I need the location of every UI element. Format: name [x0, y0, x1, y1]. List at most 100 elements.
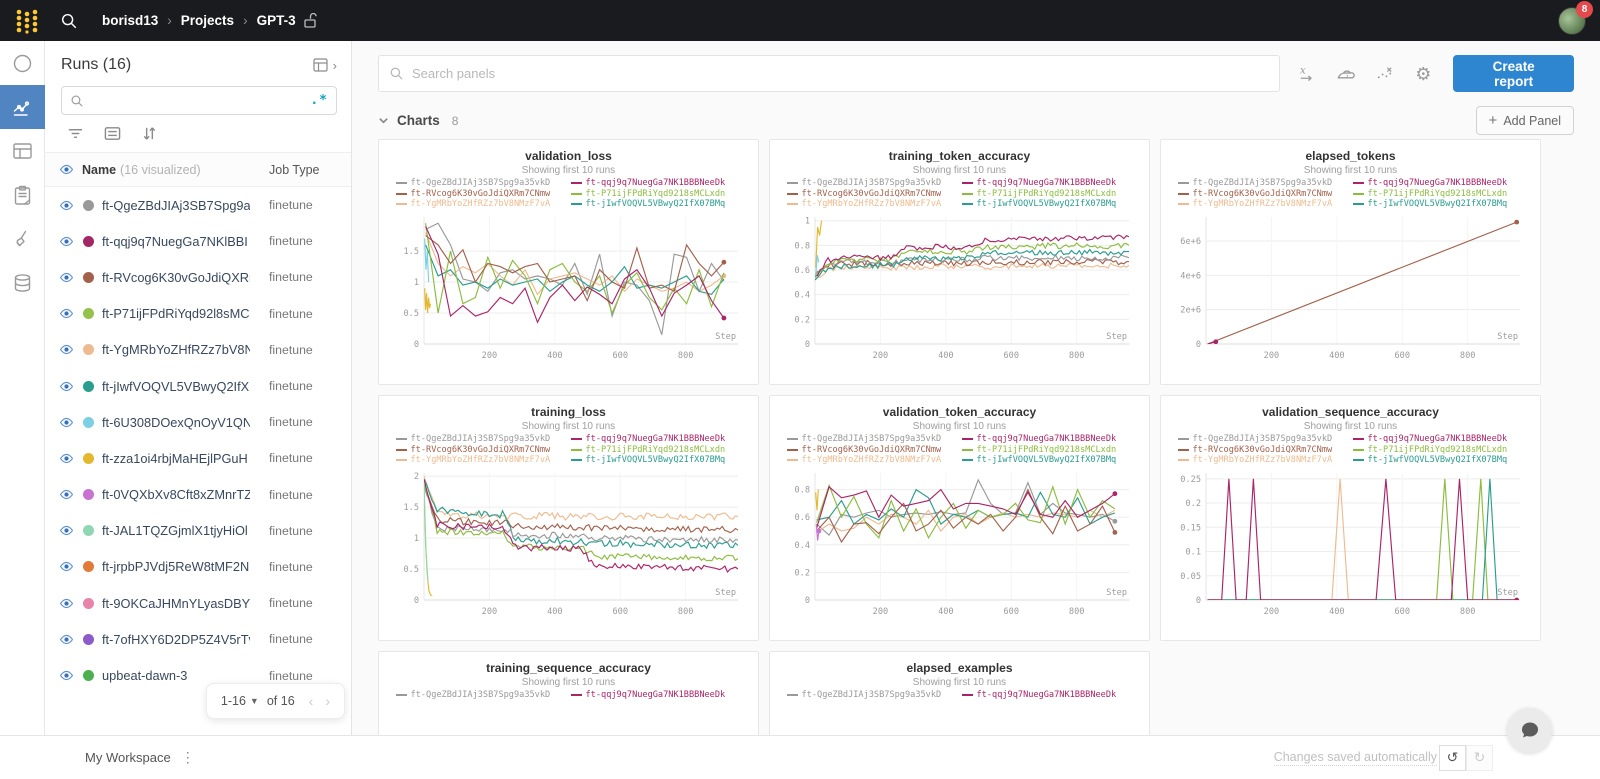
- run-row[interactable]: upbeat-dawn-3 finetune: [45, 657, 351, 693]
- legend-entry[interactable]: ft-QgeZBdJIAj3SB7Spg9a35vkD: [1177, 178, 1349, 189]
- run-row[interactable]: ft-qqj9q7NuegGa7NKlBBI finetune: [45, 223, 351, 259]
- legend-entry[interactable]: ft-jIwfVOQVL5VBwyQ2IfX07BMq: [1352, 455, 1524, 466]
- chart-panel-validation_token_accuracy[interactable]: validation_token_accuracy Showing first 1…: [769, 395, 1150, 641]
- legend-entry[interactable]: ft-qqj9q7NuegGa7NK1BBBNeeDk: [1352, 178, 1524, 189]
- visibility-eye-icon[interactable]: [59, 668, 74, 683]
- visibility-eye-icon[interactable]: [59, 270, 74, 285]
- run-name[interactable]: ft-9OKCaJHMnYLyasDBYF: [102, 595, 250, 611]
- legend-entry[interactable]: ft-RVcog6K30vGoJdiQXRm7CNmw: [1177, 445, 1349, 456]
- legend-entry[interactable]: ft-QgeZBdJIAj3SB7Spg9a35vkD: [786, 690, 958, 701]
- run-name[interactable]: upbeat-dawn-3: [102, 668, 188, 684]
- filter-icon[interactable]: [67, 125, 84, 142]
- sort-icon[interactable]: [141, 125, 158, 142]
- pagination-caret-icon[interactable]: ▼: [249, 696, 259, 706]
- run-row[interactable]: ft-P71ijFPdRiYqd92l8sMC finetune: [45, 296, 351, 332]
- legend-entry[interactable]: ft-jIwfVOQVL5VBwyQ2IfX07BMq: [961, 455, 1133, 466]
- chart-panel-training_loss[interactable]: training_loss Showing first 10 runs ft-Qge…: [378, 395, 759, 641]
- expand-table-button[interactable]: ›: [313, 58, 337, 73]
- rail-item-database-icon[interactable]: [0, 261, 45, 305]
- legend-entry[interactable]: ft-YgMRbYoZHfRZz7bV8NMzF7vA: [1177, 455, 1349, 466]
- pagination-next-button[interactable]: ›: [325, 693, 330, 709]
- legend-entry[interactable]: ft-jIwfVOQVL5VBwyQ2IfX07BMq: [961, 199, 1133, 210]
- rail-item-line-chart-icon[interactable]: [0, 85, 45, 129]
- chart-canvas[interactable]: 0 0.05 0.1 0.15 0.2 0.25 200 400 600 800 Step: [1172, 467, 1530, 619]
- legend-entry[interactable]: ft-jIwfVOQVL5VBwyQ2IfX07BMq: [570, 199, 742, 210]
- legend-entry[interactable]: ft-qqj9q7NuegGa7NK1BBBNeeDk: [570, 434, 742, 445]
- runs-search-input[interactable]: [90, 93, 311, 108]
- global-search-icon[interactable]: [60, 12, 78, 30]
- legend-entry[interactable]: ft-P71ijFPdRiYqd9218sMCLxdn: [961, 445, 1133, 456]
- pagination-prev-button[interactable]: ‹: [308, 693, 314, 709]
- smoothing-icon[interactable]: [1335, 64, 1355, 84]
- chart-canvas[interactable]: 0 0.5 1 1.5 200 400 600 800 Step: [390, 211, 748, 363]
- legend-entry[interactable]: ft-YgMRbYoZHfRZz7bV8NMzF7vA: [395, 455, 567, 466]
- legend-entry[interactable]: ft-qqj9q7NuegGa7NK1BBBNeeDk: [961, 178, 1133, 189]
- run-row[interactable]: ft-QgeZBdJIAj3SB7Spg9a finetune: [45, 187, 351, 223]
- chart-canvas[interactable]: 0 2e+6 4e+6 6e+6 200 400 600 800 Step: [1172, 211, 1530, 363]
- chart-panel-training_token_accuracy[interactable]: training_token_accuracy Showing first 10 …: [769, 139, 1150, 385]
- run-name[interactable]: ft-jrpbPJVdj5ReW8tMF2N: [102, 559, 250, 575]
- section-collapse-icon[interactable]: [378, 115, 389, 126]
- visibility-eye-icon[interactable]: [59, 632, 74, 647]
- run-row[interactable]: ft-6U308DOexQnOyV1QN finetune: [45, 404, 351, 440]
- chart-panel-validation_sequence_accuracy[interactable]: validation_sequence_accuracy Showing firs…: [1160, 395, 1541, 641]
- legend-entry[interactable]: ft-YgMRbYoZHfRZz7bV8NMzF7vA: [1177, 199, 1349, 210]
- legend-entry[interactable]: ft-P71ijFPdRiYqd9218sMCLxdn: [570, 189, 742, 200]
- visibility-eye-icon[interactable]: [59, 342, 74, 357]
- run-row[interactable]: ft-JAL1TQZGjmlX1tjyHiOl finetune: [45, 513, 351, 549]
- section-title[interactable]: Charts: [397, 113, 440, 128]
- run-row[interactable]: ft-RVcog6K30vGoJdiQXRr finetune: [45, 259, 351, 295]
- legend-entry[interactable]: ft-qqj9q7NuegGa7NK1BBBNeeDk: [1352, 434, 1524, 445]
- workspace-selector[interactable]: My Workspace: [85, 750, 171, 765]
- legend-entry[interactable]: ft-QgeZBdJIAj3SB7Spg9a35vkD: [1177, 434, 1349, 445]
- run-name[interactable]: ft-qqj9q7NuegGa7NKlBBI: [102, 233, 248, 249]
- chart-panel-training_sequence_accuracy[interactable]: training_sequence_accuracy Showing first …: [378, 651, 759, 735]
- chart-canvas[interactable]: 0 0.5 1 1.5 2 200 400 600 800 Step: [390, 467, 748, 619]
- legend-entry[interactable]: ft-QgeZBdJIAj3SB7Spg9a35vkD: [395, 434, 567, 445]
- legend-entry[interactable]: ft-qqj9q7NuegGa7NK1BBBNeeDk: [961, 434, 1133, 445]
- regex-toggle[interactable]: .*: [310, 93, 328, 108]
- group-icon[interactable]: [104, 125, 121, 142]
- visibility-eye-icon[interactable]: [59, 379, 74, 394]
- rail-item-info-icon[interactable]: i: [0, 41, 45, 85]
- visibility-eye-icon[interactable]: [59, 306, 74, 321]
- run-name[interactable]: ft-JAL1TQZGjmlX1tjyHiOl: [102, 523, 248, 539]
- legend-entry[interactable]: ft-qqj9q7NuegGa7NK1BBBNeeDk: [961, 690, 1133, 701]
- legend-entry[interactable]: ft-YgMRbYoZHfRZz7bV8NMzF7vA: [786, 455, 958, 466]
- run-name[interactable]: ft-P71ijFPdRiYqd92l8sMC: [102, 306, 250, 322]
- run-name[interactable]: ft-QgeZBdJIAj3SB7Spg9a: [102, 197, 250, 213]
- visibility-eye-icon[interactable]: [59, 198, 74, 213]
- chart-canvas[interactable]: 0 0.2 0.4 0.6 0.8 1 200 400 600 800 Step: [781, 211, 1139, 363]
- legend-entry[interactable]: ft-jIwfVOQVL5VBwyQ2IfX07BMq: [570, 455, 742, 466]
- legend-entry[interactable]: ft-QgeZBdJIAj3SB7Spg9a35vkD: [395, 178, 567, 189]
- chart-canvas[interactable]: 0 0.2 0.4 0.6 0.8 200 400 600 800 Step: [781, 467, 1139, 619]
- run-name[interactable]: ft-6U308DOexQnOyV1QN: [102, 414, 250, 430]
- chart-panel-validation_loss[interactable]: validation_loss Showing first 10 runs ft-Q…: [378, 139, 759, 385]
- run-row[interactable]: ft-YgMRbYoZHfRZz7bV8Nl finetune: [45, 332, 351, 368]
- legend-entry[interactable]: ft-YgMRbYoZHfRZz7bV8NMzF7vA: [786, 199, 958, 210]
- run-row[interactable]: ft-9OKCaJHMnYLyasDBYF finetune: [45, 585, 351, 621]
- run-name[interactable]: ft-0VQXbXv8Cft8xZMnrTZ: [102, 487, 250, 503]
- chart-panel-elapsed_tokens[interactable]: elapsed_tokens Showing first 10 runs ft-Qg…: [1160, 139, 1541, 385]
- redo-button[interactable]: ↻: [1466, 744, 1493, 771]
- pagination-range[interactable]: 1-16: [220, 694, 246, 708]
- kebab-menu-icon[interactable]: ⋮: [180, 749, 195, 765]
- eye-icon[interactable]: [59, 162, 74, 177]
- settings-gear-icon[interactable]: ⚙: [1415, 63, 1432, 84]
- legend-entry[interactable]: ft-P71ijFPdRiYqd9218sMCLxdn: [570, 445, 742, 456]
- run-name[interactable]: ft-zza1oi4rbjMaHEjlPGuH: [102, 450, 248, 466]
- legend-entry[interactable]: ft-P71ijFPdRiYqd9218sMCLxdn: [961, 189, 1133, 200]
- visibility-eye-icon[interactable]: [59, 596, 74, 611]
- rail-item-broom-icon[interactable]: [0, 217, 45, 261]
- legend-entry[interactable]: ft-QgeZBdJIAj3SB7Spg9a35vkD: [786, 434, 958, 445]
- visibility-eye-icon[interactable]: [59, 415, 74, 430]
- rail-item-table-icon[interactable]: [0, 129, 45, 173]
- wandb-logo-icon[interactable]: [14, 8, 40, 34]
- undo-button[interactable]: ↺: [1439, 744, 1466, 771]
- legend-entry[interactable]: ft-RVcog6K30vGoJdiQXRm7CNmw: [786, 189, 958, 200]
- visibility-eye-icon[interactable]: [59, 523, 74, 538]
- chart-panel-elapsed_examples[interactable]: elapsed_examples Showing first 10 runs ft-…: [769, 651, 1150, 735]
- legend-entry[interactable]: ft-P71ijFPdRiYqd9218sMCLxdn: [1352, 445, 1524, 456]
- legend-entry[interactable]: ft-QgeZBdJIAj3SB7Spg9a35vkD: [786, 178, 958, 189]
- panel-search-input[interactable]: [412, 66, 1270, 81]
